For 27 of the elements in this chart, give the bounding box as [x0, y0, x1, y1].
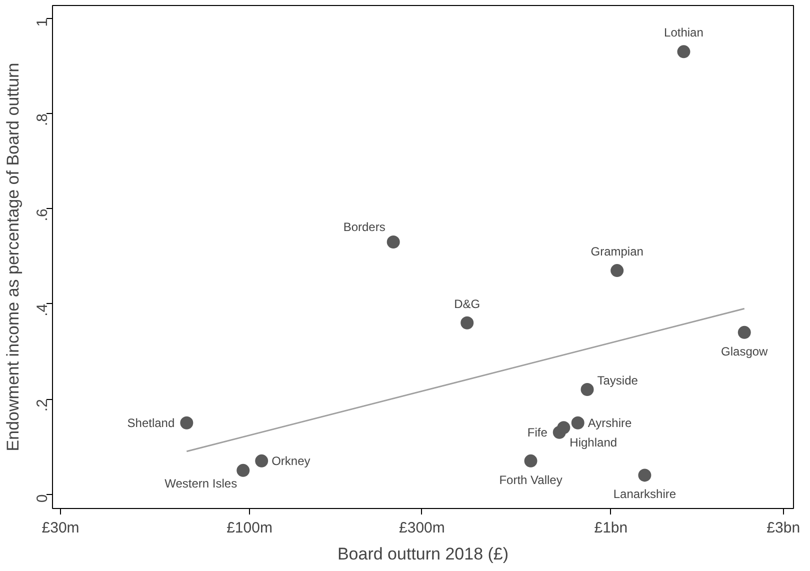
annotation: Lanarkshire [613, 487, 676, 502]
annotation: Lothian [664, 26, 704, 40]
x-tick-label: £300m [399, 520, 445, 536]
annotation: Tayside [597, 374, 638, 388]
annotation: Glasgow [721, 344, 768, 358]
annotation: Fife [527, 425, 548, 440]
annotation: D&G [454, 296, 480, 311]
y-tick-label: .2 [34, 399, 51, 412]
y-tick-label: 1 [34, 18, 51, 27]
annotation: Western Isles [164, 476, 238, 490]
annotation: Grampian [590, 244, 644, 259]
annotation: Borders [343, 220, 386, 234]
annotation: Forth Valley [499, 472, 562, 487]
y-axis-title: Endowment income as percentage of Board outturn [4, 62, 22, 452]
y-tick-label: .4 [34, 304, 51, 316]
x-axis-title: Board outturn 2018 (£) [337, 544, 509, 564]
annotation: Shetland [127, 416, 175, 430]
annotation: Orkney [272, 454, 310, 468]
annotation: Ayrshire [588, 416, 632, 430]
x-tick-label: £1bn [594, 520, 628, 536]
y-tick-label: .8 [34, 114, 51, 126]
x-tick-label: £30m [42, 520, 80, 536]
annotation: Highland [570, 436, 618, 450]
x-tick-label: £100m [226, 520, 272, 536]
y-tick-label: 0 [34, 494, 51, 503]
x-tick-label: £3bn [766, 520, 800, 536]
y-tick-label: .6 [34, 208, 51, 222]
